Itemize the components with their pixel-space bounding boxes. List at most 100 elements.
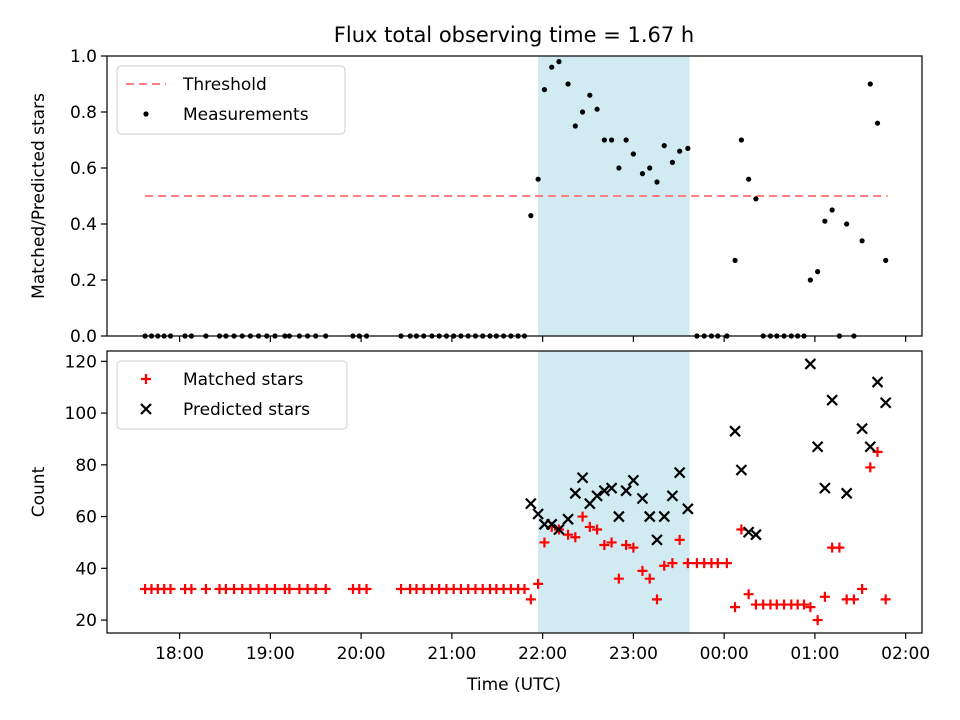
- legend-frame: [116, 65, 346, 135]
- data-point: [565, 81, 571, 87]
- x-tick-label: 22:00: [518, 644, 567, 664]
- data-point: [539, 537, 550, 548]
- data-point: [284, 584, 295, 595]
- legend: Matched stars Predicted stars: [116, 360, 348, 430]
- data-point: [879, 396, 892, 409]
- data-point: [857, 584, 868, 595]
- data-point: [712, 558, 723, 569]
- data-point: [804, 358, 817, 370]
- y-tick-label: 0.8: [70, 103, 97, 123]
- data-point: [682, 558, 693, 569]
- data-point: [805, 602, 816, 613]
- y-tick-label: 120: [65, 352, 97, 372]
- y-tick-label: 0.4: [70, 215, 97, 235]
- data-point: [844, 221, 850, 227]
- data-point: [563, 529, 574, 540]
- data-point: [826, 394, 838, 406]
- data-point: [742, 526, 755, 538]
- data-point: [628, 542, 639, 553]
- data-point: [639, 171, 646, 177]
- data-point: [735, 464, 748, 476]
- axes-frame: [106, 55, 923, 337]
- data-point: [819, 591, 830, 602]
- data-point: [605, 482, 618, 494]
- data-point: [721, 558, 732, 569]
- data-point: [591, 490, 603, 502]
- data-point: [750, 528, 762, 541]
- x-tick-label: 18:00: [155, 644, 204, 664]
- data-point: [613, 573, 624, 584]
- observing-window-span: [538, 351, 690, 633]
- series-matched-stars: [140, 446, 891, 626]
- data-point: [807, 277, 813, 283]
- data-point: [732, 257, 738, 263]
- data-point: [867, 81, 873, 87]
- data-point: [556, 59, 562, 65]
- data-point: [519, 584, 530, 595]
- data-point: [579, 109, 586, 115]
- data-point: [601, 137, 607, 143]
- data-point: [865, 462, 876, 473]
- x-tick-label: 02:00: [881, 644, 930, 664]
- data-point: [396, 584, 407, 595]
- y-axis-label: Count: [29, 466, 49, 517]
- data-point: [667, 558, 678, 569]
- data-point: [753, 196, 759, 202]
- data-point: [533, 578, 544, 589]
- data-point: [584, 521, 595, 532]
- data-point: [532, 508, 544, 520]
- legend-marker: [140, 403, 152, 415]
- legend: Threshold Measurements: [116, 65, 346, 135]
- data-point: [576, 471, 589, 484]
- legend-marker: [143, 111, 149, 117]
- data-point: [682, 503, 694, 515]
- axes-frame: [106, 350, 923, 634]
- data-point: [269, 584, 280, 595]
- data-point: [613, 510, 625, 523]
- data-point: [651, 534, 663, 546]
- data-point: [859, 238, 865, 244]
- data-point: [743, 589, 754, 600]
- y-tick-label: 0.0: [70, 327, 97, 347]
- data-point: [525, 594, 536, 605]
- data-point: [570, 532, 581, 543]
- data-point: [819, 482, 831, 494]
- y-axis-label: Matched/Predicted stars: [29, 93, 49, 299]
- data-point: [545, 518, 558, 531]
- legend-label: Threshold: [182, 75, 267, 95]
- data-point: [569, 487, 582, 500]
- legend-label: Measurements: [183, 105, 309, 125]
- data-point: [834, 542, 845, 553]
- x-tick-label: 23:00: [609, 644, 658, 664]
- data-point: [674, 534, 685, 545]
- x-tick-label: 20:00: [337, 644, 386, 664]
- data-point: [525, 497, 537, 510]
- data-point: [738, 137, 744, 143]
- data-point: [871, 376, 884, 388]
- data-point: [637, 565, 648, 576]
- data-point: [361, 584, 372, 595]
- data-point: [535, 176, 541, 182]
- data-point: [661, 143, 667, 149]
- data-point: [636, 492, 649, 505]
- data-point: [310, 584, 321, 595]
- data-point: [856, 422, 868, 435]
- data-point: [644, 573, 655, 584]
- y-tick-label: 20: [75, 611, 97, 631]
- data-point: [848, 594, 859, 605]
- series-predicted-stars: [525, 358, 892, 546]
- y-tick-label: 80: [75, 456, 97, 476]
- data-point: [880, 594, 891, 605]
- y-tick-label: 60: [75, 508, 97, 528]
- data-point: [587, 92, 593, 98]
- x-tick-label: 01:00: [790, 644, 839, 664]
- data-point: [815, 269, 821, 275]
- data-point: [598, 484, 611, 497]
- legend-marker: [141, 374, 151, 384]
- count-panel: 20 40 60 80 100 120 18:00 19:00 20:00 21:00 22:00 2…: [29, 350, 930, 664]
- data-point: [669, 159, 676, 165]
- series-measurements: [142, 59, 889, 339]
- x-tick-label: 19:00: [246, 644, 295, 664]
- data-point: [528, 213, 534, 219]
